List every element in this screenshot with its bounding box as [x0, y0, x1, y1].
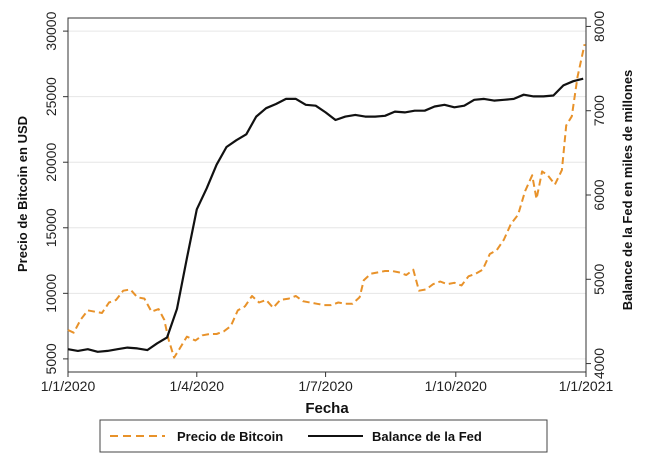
gridlines: [68, 30, 586, 360]
series-line-bitcoin-price: [67, 43, 586, 359]
left-tick-label: 25000: [43, 77, 59, 116]
axes: 5000 10000 15000 20000 25000 30000 4000 5000 600…: [41, 11, 614, 394]
x-tick-label: 1/7/2020: [298, 378, 353, 394]
right-y-axis-title: Balance de la Fed en miles de millones: [620, 70, 635, 311]
legend: Precio de Bitcoin Balance de la Fed: [99, 419, 548, 453]
left-tick-label: 10000: [43, 274, 59, 313]
left-tick-label: 30000: [43, 11, 59, 50]
right-tick-label: 7000: [591, 95, 607, 126]
x-tick-label: 1/4/2020: [170, 378, 225, 394]
left-tick-label: 20000: [43, 143, 59, 182]
left-tick-label: 15000: [43, 208, 59, 247]
x-tick-label: 1/1/2021: [559, 378, 614, 394]
series-layer: [67, 43, 586, 359]
right-tick-label: 5000: [591, 264, 607, 295]
x-axis-title: Fecha: [305, 400, 349, 417]
x-tick-label: 1/1/2020: [41, 378, 96, 394]
legend-label-fed: Balance de la Fed: [372, 429, 482, 444]
left-y-axis-title: Precio de Bitcoin en USD: [15, 116, 30, 272]
x-tick-label: 1/10/2020: [425, 378, 487, 394]
right-tick-label: 4000: [591, 348, 607, 379]
series-line-fed-balance: [67, 77, 584, 353]
right-tick-label: 8000: [591, 11, 607, 42]
left-tick-label: 5000: [43, 343, 59, 374]
right-tick-label: 6000: [591, 179, 607, 210]
legend-label-bitcoin: Precio de Bitcoin: [177, 429, 283, 444]
